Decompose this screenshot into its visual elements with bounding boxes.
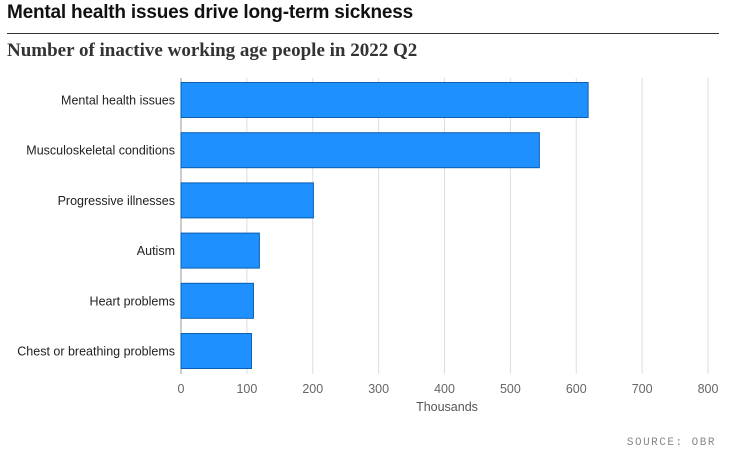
category-label: Chest or breathing problems (17, 345, 175, 359)
x-tick-label: 400 (434, 382, 455, 396)
x-tick-label: 200 (302, 382, 323, 396)
bar (180, 82, 589, 118)
bar (180, 182, 314, 219)
category-label: Autism (137, 244, 175, 258)
source-note: SOURCE: OBR (626, 437, 716, 449)
x-tick-label: 500 (500, 382, 521, 396)
category-label: Heart problems (90, 294, 175, 308)
x-tick-label: 800 (698, 382, 719, 396)
category-labels: Mental health issues Musculoskeletal cond… (17, 94, 175, 359)
bars (180, 82, 589, 369)
x-tick-label: 100 (236, 382, 257, 396)
bar (180, 333, 252, 369)
bar (180, 132, 540, 169)
x-tick-label: 600 (566, 382, 587, 396)
chart-title: Mental health issues drive long-term sic… (7, 2, 413, 23)
gridlines (180, 78, 709, 374)
x-tick-label: 700 (632, 382, 653, 396)
category-label: Progressive illnesses (58, 194, 175, 208)
category-label: Mental health issues (61, 94, 175, 108)
bar (180, 282, 254, 319)
chart-subtitle: Number of inactive working age people in… (7, 40, 418, 61)
x-tick-label: 0 (178, 382, 185, 396)
x-axis-label: Thousands (416, 400, 478, 414)
category-label: Musculoskeletal conditions (26, 144, 175, 158)
title-divider (7, 33, 719, 34)
bar (180, 232, 260, 269)
x-tick-label: 300 (368, 382, 389, 396)
x-tick-labels: 0 100 200 300 400 500 600 700 800 (178, 382, 719, 396)
